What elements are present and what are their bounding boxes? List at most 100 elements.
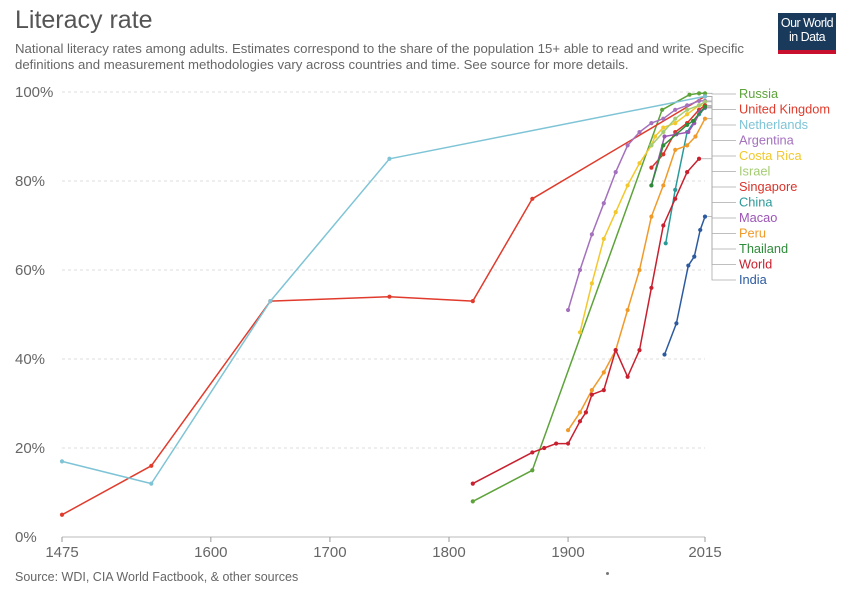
data-point [149, 481, 154, 486]
logo-line-2: in Data [788, 30, 826, 44]
legend-leader-line [707, 104, 736, 188]
series-line [61, 95, 706, 485]
series-line [61, 95, 706, 516]
legend-leader-line [707, 101, 736, 172]
legend-leader-line [707, 216, 736, 281]
data-point [702, 104, 708, 109]
source-note: Source: WDI, CIA World Factbook, & other… [15, 570, 299, 584]
y-tick-label: 60% [15, 262, 45, 279]
data-point [589, 388, 594, 393]
data-point [649, 121, 654, 126]
data-point [470, 481, 475, 486]
data-point [652, 134, 658, 139]
data-point [470, 499, 475, 504]
data-point [601, 370, 606, 375]
data-point [613, 210, 618, 215]
data-point [577, 330, 583, 335]
data-point [696, 103, 702, 108]
data-point [661, 116, 666, 121]
data-point [686, 263, 691, 268]
data-point [637, 267, 642, 273]
data-point [685, 112, 690, 117]
x-tick-label: 1700 [313, 544, 346, 561]
data-point [601, 236, 606, 241]
data-point [613, 348, 618, 353]
data-point [673, 107, 678, 112]
legend-label: Macao [739, 210, 777, 225]
data-point [625, 307, 630, 313]
data-point [530, 450, 535, 455]
data-point [660, 107, 665, 112]
data-point [625, 374, 630, 379]
legend-leader-line [707, 106, 736, 250]
data-point [661, 152, 666, 157]
data-point [685, 170, 690, 175]
chart-title: Literacy rate [15, 6, 153, 34]
data-point [696, 98, 702, 103]
legend-leader-line [707, 107, 736, 203]
data-point [387, 156, 392, 161]
data-point [637, 129, 642, 135]
owid-logo[interactable]: Our World in Data [778, 13, 836, 54]
legend-label: China [739, 195, 773, 210]
data-point [661, 143, 666, 148]
source-dot [606, 572, 609, 575]
data-point [661, 129, 666, 135]
data-point [685, 103, 690, 108]
data-point [673, 187, 678, 192]
data-point [589, 281, 594, 286]
data-point [565, 428, 571, 433]
data-point [661, 183, 666, 188]
data-point [649, 143, 654, 148]
data-point [637, 161, 642, 166]
series-line [663, 216, 706, 355]
data-point [625, 183, 630, 188]
x-tick-label: 1475 [45, 544, 78, 561]
data-point [663, 241, 668, 246]
data-point [565, 441, 571, 446]
x-tick-label: 1600 [194, 544, 227, 561]
data-point [702, 99, 708, 104]
chart-subtitle: National literacy rates among adults. Es… [15, 41, 745, 72]
data-point [673, 121, 678, 126]
data-point [702, 116, 708, 121]
data-point [696, 156, 702, 161]
legend-label: Costa Rica [739, 148, 802, 163]
data-point [690, 118, 696, 124]
legend-leader-line [707, 107, 736, 219]
legend-label: Netherlands [739, 117, 808, 132]
data-point [530, 196, 535, 201]
data-point [637, 348, 642, 353]
data-point [696, 91, 702, 96]
data-point [661, 125, 666, 130]
data-point [673, 147, 678, 152]
data-point [661, 223, 666, 228]
data-point [565, 307, 571, 313]
data-point [649, 183, 654, 188]
data-point [673, 196, 678, 201]
data-point [674, 321, 679, 326]
data-point [692, 254, 697, 259]
data-point [59, 459, 65, 464]
legend-label: Peru [739, 226, 766, 241]
data-point [649, 214, 654, 219]
x-tick-label: 2015 [688, 544, 721, 561]
data-point [649, 285, 654, 290]
legend-label: Argentina [739, 133, 795, 148]
data-point [685, 122, 690, 128]
data-point [554, 441, 559, 446]
legend-label: World [739, 257, 772, 272]
x-tick-label: 1900 [551, 544, 584, 561]
legend-label: Thailand [739, 241, 788, 256]
data-point [601, 388, 606, 393]
data-point [687, 92, 692, 97]
data-point [693, 134, 698, 139]
legend-label: United Kingdom [739, 102, 830, 117]
data-point [387, 294, 392, 299]
legend-label: Singapore [739, 179, 797, 194]
data-point [530, 468, 535, 473]
legend-label: Israel [739, 164, 770, 179]
data-point [577, 410, 583, 415]
data-point [583, 410, 589, 415]
